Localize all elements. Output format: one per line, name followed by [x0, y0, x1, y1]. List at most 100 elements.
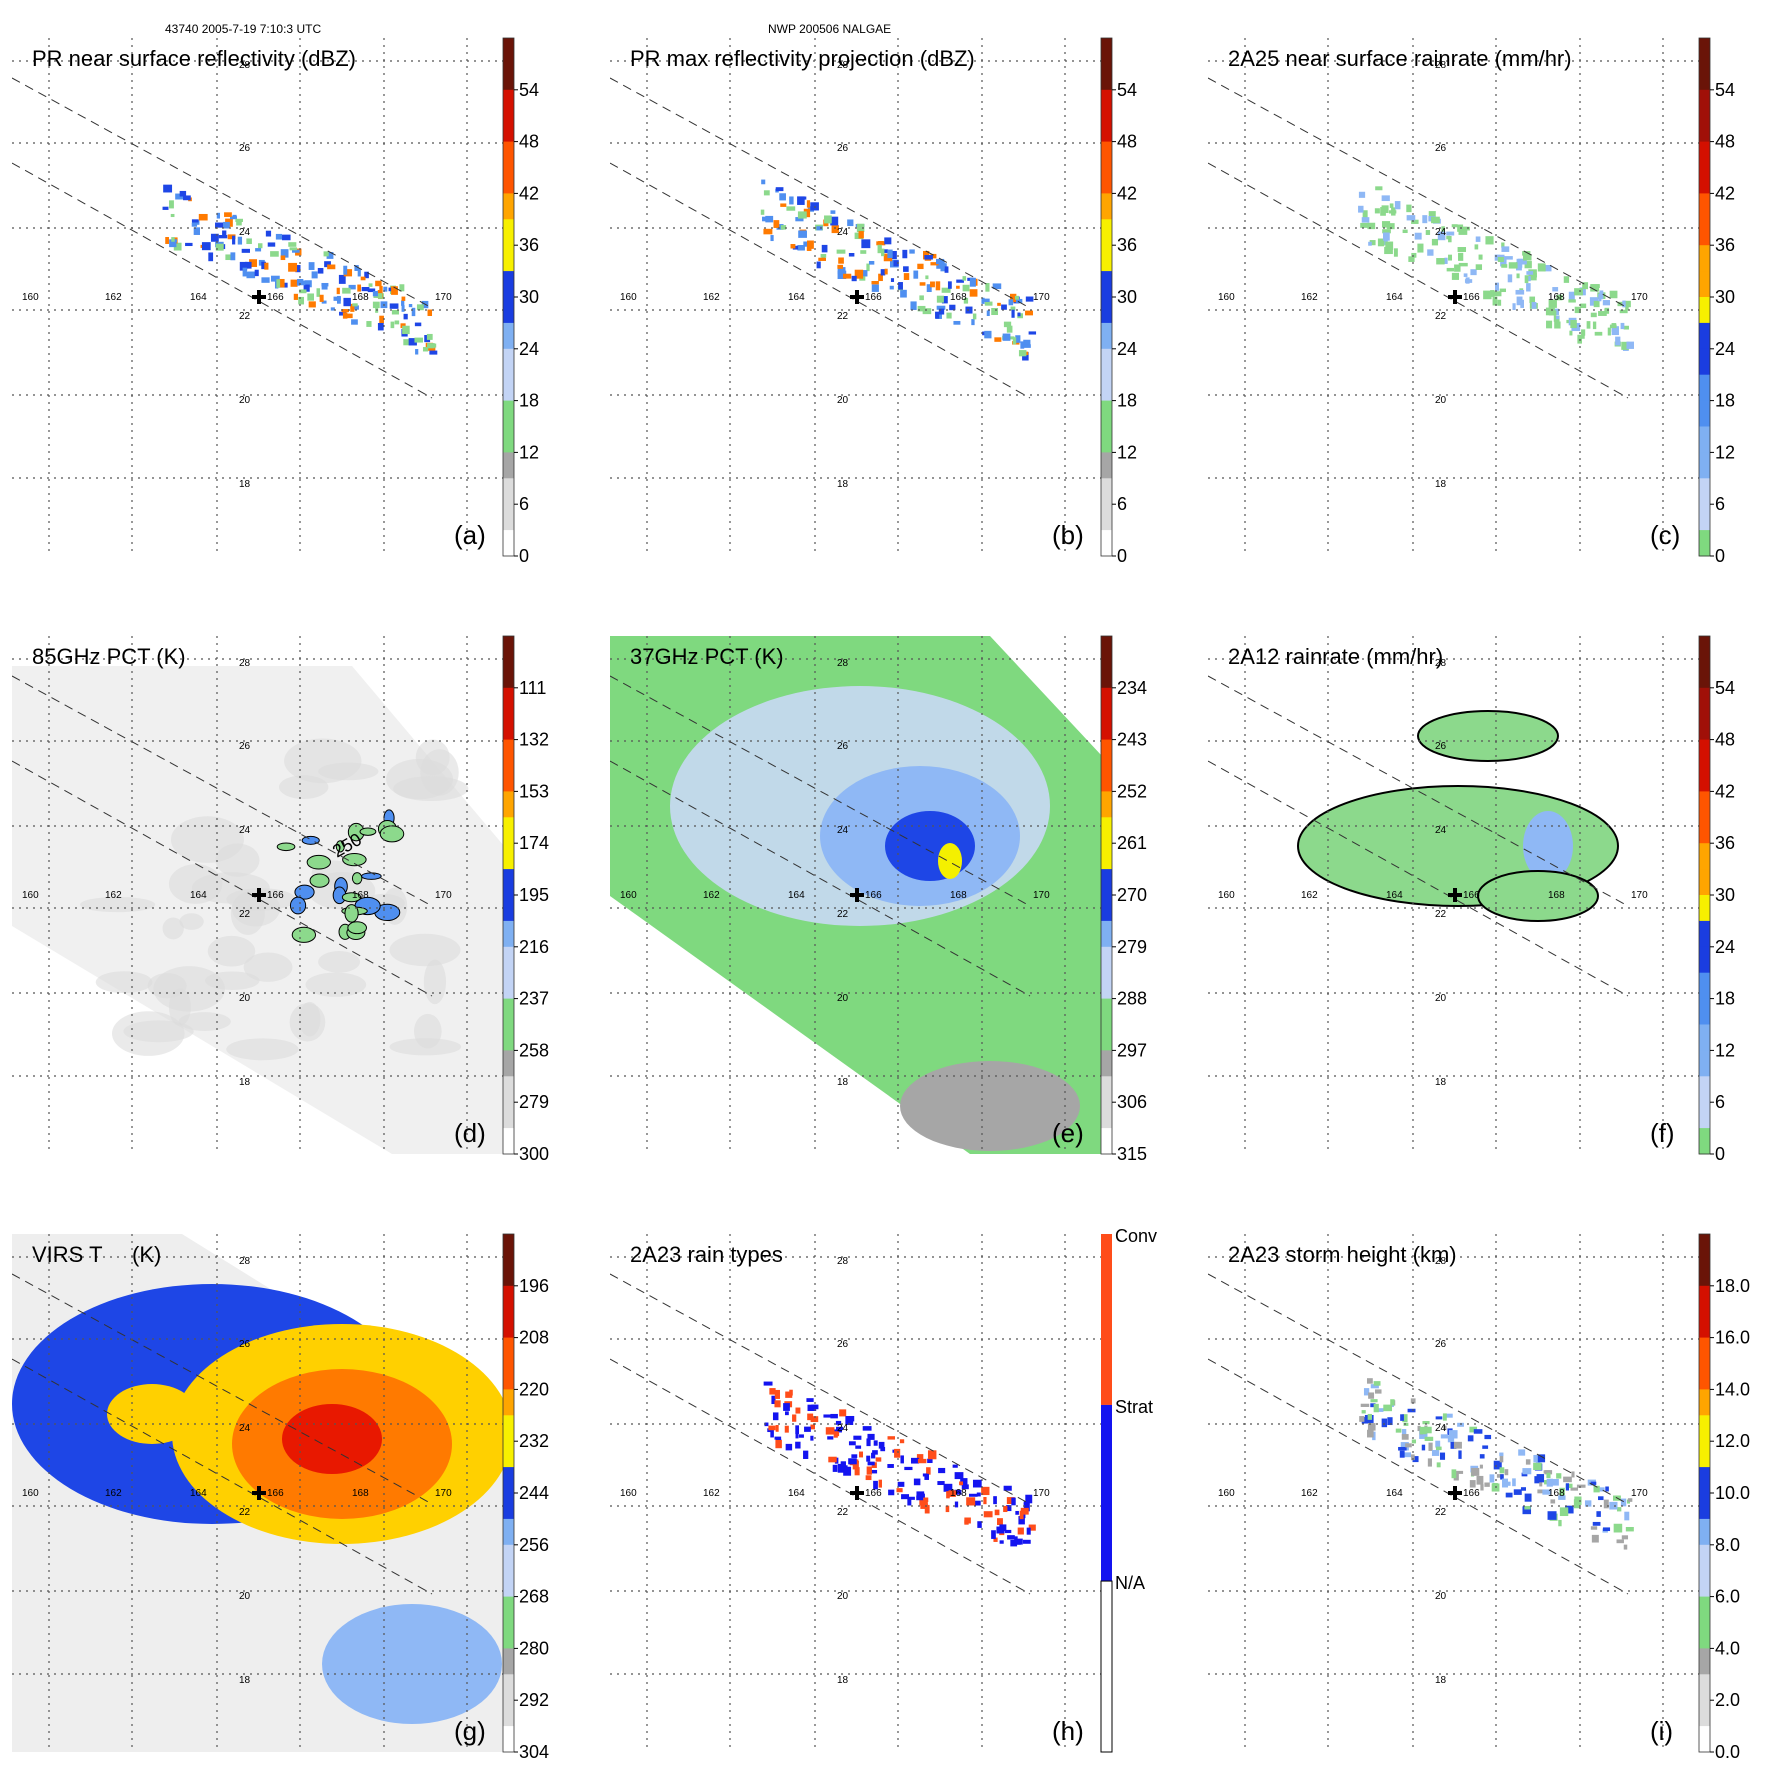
- rain-cell: [241, 248, 250, 253]
- rain-cell: [1499, 254, 1505, 259]
- rain-cell: [816, 226, 823, 231]
- rain-cell: [379, 315, 384, 324]
- rain-cell: [1427, 1458, 1432, 1467]
- panel-letter: (c): [1650, 520, 1680, 550]
- colorbar-segment: [503, 1128, 514, 1155]
- colorbar-segment: [1699, 1389, 1710, 1416]
- rain-cell: [1015, 1510, 1019, 1515]
- lon-label: 166: [865, 292, 882, 303]
- rain-cell: [261, 277, 270, 283]
- colorbar-segment: [503, 426, 514, 453]
- lat-label: 26: [239, 741, 251, 752]
- rain-cell: [1011, 1497, 1016, 1506]
- rain-cell: [858, 231, 864, 239]
- rain-cell: [775, 187, 784, 192]
- rain-cell: [183, 195, 191, 201]
- rain-cell: [1368, 1392, 1375, 1399]
- rain-cell: [936, 305, 946, 310]
- panel-letter: (g): [454, 1716, 486, 1746]
- lat-label: 28: [239, 658, 251, 669]
- colorbar-segment: [503, 713, 514, 741]
- rain-cell: [997, 1518, 1003, 1525]
- pct-cell: [226, 888, 296, 911]
- rain-cell: [270, 275, 280, 282]
- colorbar-segment: [1101, 817, 1112, 844]
- colorbar-segment: [503, 1570, 514, 1598]
- rain-cell: [798, 1434, 804, 1438]
- colorbar-tick-label: 280: [519, 1638, 549, 1658]
- rain-cell: [1522, 1506, 1532, 1515]
- rain-cell: [894, 1448, 901, 1458]
- panel-e: 160 162 164 166 168 170 28 26 24 22 20 18 37GHz PCT …: [610, 635, 1147, 1164]
- rain-cell: [878, 1479, 882, 1488]
- rain-cell: [1531, 302, 1537, 309]
- rain-cell: [360, 276, 366, 281]
- rain-cell: [1507, 274, 1513, 283]
- rain-cell: [1501, 1478, 1509, 1488]
- pct-cell: [80, 896, 156, 913]
- rain-cell: [249, 259, 258, 267]
- pct-cell: [361, 872, 382, 880]
- rain-cell: [926, 1467, 931, 1475]
- colorbar-tick-label: 18: [1715, 391, 1735, 411]
- rain-cell: [845, 1416, 854, 1425]
- colorbar-tick-label: 132: [519, 730, 549, 750]
- rain-cell: [224, 212, 232, 217]
- rain-cell: [1620, 1498, 1627, 1507]
- rain-cell: [903, 266, 909, 272]
- rain-cell: [296, 280, 300, 286]
- rain-cell: [390, 321, 395, 329]
- lat-label: 26: [837, 741, 849, 752]
- rain-cell: [867, 1433, 875, 1440]
- rain-cell: [1497, 257, 1504, 263]
- rain-cell: [1389, 203, 1394, 208]
- rain-cell: [276, 279, 281, 288]
- rain-cell: [208, 252, 214, 262]
- rain-cell: [977, 1521, 982, 1528]
- rain-cell: [257, 243, 263, 249]
- rain-cell: [1573, 1499, 1580, 1509]
- lon-label: 164: [1386, 890, 1403, 901]
- rain-cell: [843, 1466, 852, 1476]
- colorbar-segment: [1699, 998, 1710, 1025]
- rain-cell: [909, 249, 915, 254]
- colorbar-segment: [503, 1024, 514, 1051]
- rain-cell: [1565, 1483, 1573, 1488]
- rain-cell: [916, 1454, 924, 1463]
- colorbar-segment: [503, 271, 514, 298]
- rain-cell: [1367, 222, 1376, 230]
- lon-label: 164: [788, 292, 805, 303]
- lon-label: 170: [1631, 890, 1648, 901]
- pct-cell: [111, 1011, 185, 1056]
- rain-cell: [1609, 290, 1618, 299]
- rain-cell: [1624, 1511, 1630, 1521]
- rain-cell: [1400, 1414, 1404, 1421]
- rain-cell: [303, 284, 310, 292]
- colorbar-segment: [503, 920, 514, 948]
- rain-cell: [288, 262, 298, 272]
- rain-cell: [927, 1450, 937, 1460]
- colorbar-tick-label: 252: [1117, 781, 1147, 801]
- rain-cell: [1524, 1505, 1531, 1510]
- rain-cell: [267, 242, 276, 247]
- colorbar-tick-label: 279: [1117, 937, 1147, 957]
- rain-cell: [1467, 1435, 1474, 1442]
- colorbar-tick-label: 315: [1117, 1144, 1147, 1164]
- colorbar-segment: [1101, 141, 1112, 168]
- colorbar-segment: [1699, 869, 1710, 896]
- rain-cell: [917, 1458, 927, 1464]
- rain-cell: [1602, 300, 1611, 306]
- rain-cell: [1393, 248, 1398, 257]
- lat-label: 24: [837, 227, 849, 238]
- pct-cell: [215, 843, 260, 877]
- rain-cell: [179, 190, 187, 197]
- rain-cell: [836, 249, 846, 254]
- rain-cell: [999, 1524, 1007, 1532]
- rain-cell: [966, 1497, 976, 1506]
- colorbar-segment: [1101, 972, 1112, 1000]
- rain-cell: [981, 1486, 990, 1496]
- rain-cell: [833, 1431, 838, 1438]
- rain-cell: [1598, 311, 1607, 316]
- rain-cell: [924, 1473, 929, 1480]
- rain-cell: [774, 1389, 780, 1399]
